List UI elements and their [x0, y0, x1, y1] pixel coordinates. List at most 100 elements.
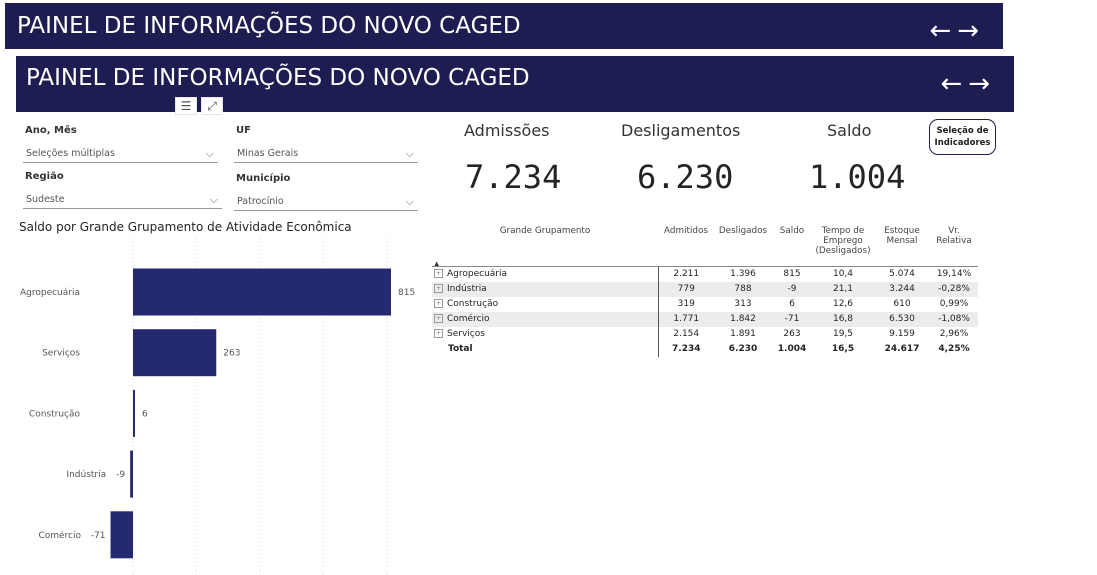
- col-header-desligados[interactable]: Desligados: [714, 222, 772, 267]
- table-row[interactable]: + Serviços 2.154 1.891 263 19,5 9.159 2,9…: [432, 327, 978, 342]
- nav-arrows: ← →: [940, 71, 990, 97]
- slicer-label-ano-mes: Ano, Mês: [25, 125, 77, 136]
- cell-tempo: 16,8: [812, 312, 874, 327]
- slicer-uf[interactable]: Minas Gerais ⌵: [234, 144, 418, 163]
- banner-title: PAINEL DE INFORMAÇÕES DO NOVO CAGED: [17, 13, 521, 39]
- cell-saldo: 815: [783, 269, 801, 279]
- top-banner: PAINEL DE INFORMAÇÕES DO NOVO CAGED ← →: [5, 3, 1003, 49]
- data-label: -71: [91, 531, 106, 541]
- matrix-header-row: Grande Grupamento Admitidos Desligados S…: [432, 222, 978, 267]
- indicator-selection-button[interactable]: Seleção de Indicadores: [929, 119, 996, 155]
- cell-admitidos: 2.211: [673, 269, 700, 279]
- chevron-down-icon: ⌵: [405, 195, 414, 208]
- bar-serviços[interactable]: [133, 329, 217, 377]
- filter-icon[interactable]: ☰: [175, 97, 197, 115]
- cell-desligados: 313: [734, 299, 752, 309]
- cell-desligados: 1.891: [730, 329, 756, 339]
- col-header-estoque[interactable]: Estoque Mensal: [874, 222, 930, 267]
- bar-agropecuária[interactable]: [133, 268, 391, 316]
- cell-admitidos: 319: [677, 299, 695, 309]
- category-label: Comércio: [38, 530, 81, 541]
- kpi-value-desligamentos: 6.230: [637, 158, 734, 196]
- cell-saldo: 6: [789, 299, 795, 309]
- data-label: 815: [398, 288, 415, 298]
- col-header-tempo[interactable]: Tempo de Emprego (Desligados): [812, 222, 874, 267]
- cell-vr: -0,28%: [930, 282, 978, 297]
- cell-vr: -1,08%: [930, 312, 978, 327]
- cell-estoque: 24.617: [884, 344, 920, 354]
- button-label-line1: Seleção de: [936, 126, 989, 136]
- cell-saldo: -9: [772, 282, 812, 297]
- row-label: Construção: [447, 299, 499, 309]
- expand-icon[interactable]: +: [434, 269, 443, 278]
- row-label: Indústria: [447, 284, 487, 294]
- slicer-ano-mes[interactable]: Seleções múltiplas ⌵: [23, 144, 218, 163]
- slicer-regiao[interactable]: Sudeste ⌵: [23, 190, 222, 209]
- cell-admitidos: 7.234: [672, 344, 701, 354]
- cell-admitidos: 779: [658, 282, 714, 297]
- slicer-value: Minas Gerais: [237, 148, 299, 159]
- total-row: Total 7.234 6.230 1.004 16,5 24.617 4,25…: [432, 342, 978, 357]
- cell-estoque: 9.159: [889, 329, 915, 339]
- expand-icon[interactable]: +: [434, 314, 443, 323]
- cell-estoque: 6.530: [874, 312, 930, 327]
- category-label: Agropecuária: [20, 288, 80, 298]
- row-label: Total: [432, 342, 659, 357]
- arrow-right-icon[interactable]: →: [957, 16, 979, 46]
- indicators-matrix: Grande Grupamento Admitidos Desligados S…: [432, 222, 978, 357]
- arrow-left-icon[interactable]: ←: [929, 16, 952, 46]
- data-label: -9: [116, 470, 125, 480]
- bar-comércio[interactable]: [110, 511, 133, 559]
- col-header-saldo[interactable]: Saldo: [772, 222, 812, 267]
- slicer-value: Patrocínio: [237, 196, 284, 207]
- table-row[interactable]: + Construção 319 313 6 12,6 610 0,99%: [432, 297, 978, 312]
- table-row[interactable]: + Agropecuária 2.211 1.396 815 10,4 5.074…: [432, 266, 978, 282]
- chevron-down-icon: ⌵: [205, 147, 214, 160]
- col-header-vr[interactable]: Vr. Relativa: [930, 222, 978, 267]
- slicer-value: Seleções múltiplas: [26, 148, 115, 159]
- data-label: 263: [223, 349, 240, 359]
- cell-saldo: 263: [783, 329, 801, 339]
- cell-desligados: 788: [714, 282, 772, 297]
- cell-admitidos: 1.771: [658, 312, 714, 327]
- cell-tempo: 21,1: [812, 282, 874, 297]
- banner-title: PAINEL DE INFORMAÇÕES DO NOVO CAGED: [26, 65, 530, 91]
- row-label: Serviços: [447, 329, 485, 339]
- kpi-label-admissoes: Admissões: [464, 121, 550, 140]
- expand-icon[interactable]: +: [434, 299, 443, 308]
- kpi-value-saldo: 1.004: [809, 158, 906, 196]
- focus-mode-icon[interactable]: ⤢: [201, 97, 223, 115]
- expand-icon[interactable]: +: [434, 329, 443, 338]
- col-header-admitidos[interactable]: Admitidos: [658, 222, 714, 267]
- col-header-grupo[interactable]: Grande Grupamento: [432, 222, 658, 267]
- bar-construção[interactable]: [133, 389, 135, 437]
- kpi-label-saldo: Saldo: [827, 121, 872, 140]
- cell-tempo: 10,4: [832, 269, 854, 279]
- arrow-left-icon[interactable]: ←: [940, 69, 963, 99]
- chevron-down-icon: ⌵: [209, 193, 218, 206]
- data-label: 6: [142, 409, 148, 419]
- slicer-label-municipio: Município: [236, 173, 291, 184]
- bar-indústria[interactable]: [130, 450, 133, 498]
- nav-arrows: ← →: [929, 18, 979, 44]
- category-label: Indústria: [66, 470, 106, 480]
- cell-vr: 4,25%: [938, 344, 970, 354]
- cell-tempo: 12,6: [832, 299, 854, 309]
- slicer-municipio[interactable]: Patrocínio ⌵: [234, 192, 418, 211]
- cell-desligados: 1.842: [714, 312, 772, 327]
- slicer-label-uf: UF: [236, 125, 251, 136]
- table-row[interactable]: + Comércio 1.771 1.842 -71 16,8 6.530 -1,…: [432, 312, 978, 327]
- cell-saldo: 1.004: [777, 344, 807, 354]
- chart-title: Saldo por Grande Grupamento de Atividade…: [19, 220, 352, 234]
- cell-saldo: -71: [772, 312, 812, 327]
- expand-icon[interactable]: +: [434, 284, 443, 293]
- table-row[interactable]: + Indústria 779 788 -9 21,1 3.244 -0,28%: [432, 282, 978, 297]
- cell-estoque: 5.074: [889, 269, 915, 279]
- chevron-down-icon: ⌵: [405, 147, 414, 160]
- arrow-right-icon[interactable]: →: [968, 69, 990, 99]
- cell-admitidos: 2.154: [673, 329, 700, 339]
- cell-vr: 19,14%: [936, 269, 972, 279]
- cell-estoque: 610: [893, 299, 911, 309]
- button-label-line2: Indicadores: [934, 138, 991, 148]
- cell-tempo: 19,5: [832, 329, 854, 339]
